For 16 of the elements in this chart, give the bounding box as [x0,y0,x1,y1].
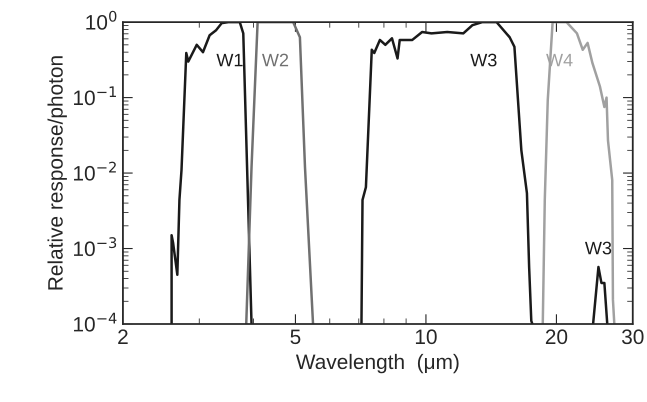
series-label: W1 [216,54,243,66]
y-tick-label: 10$^{−3}$ [74,237,116,256]
series-label: W2 [262,54,288,66]
x-tick-label: 5 [290,330,300,344]
y-tick-label: 10$^{−2}$ [74,162,116,181]
series-label: W3 [470,54,497,66]
y-tick-label: 10$^{−1}$ [74,86,116,106]
y-tick-label: 10$^{−4}$ [74,312,116,332]
y-tick-label: 10$^{0}$ [86,10,116,30]
y-axis-title: Relative response/photon [47,56,67,290]
x-tick-label: 2 [118,329,128,344]
legend-label: W3 [584,242,612,254]
x-tick-label: 30 [622,329,644,344]
x-axis-title: Wavelength (μm) [296,354,459,374]
x-tick-label: 20 [546,329,568,344]
x-tick-label: 10 [416,329,437,344]
